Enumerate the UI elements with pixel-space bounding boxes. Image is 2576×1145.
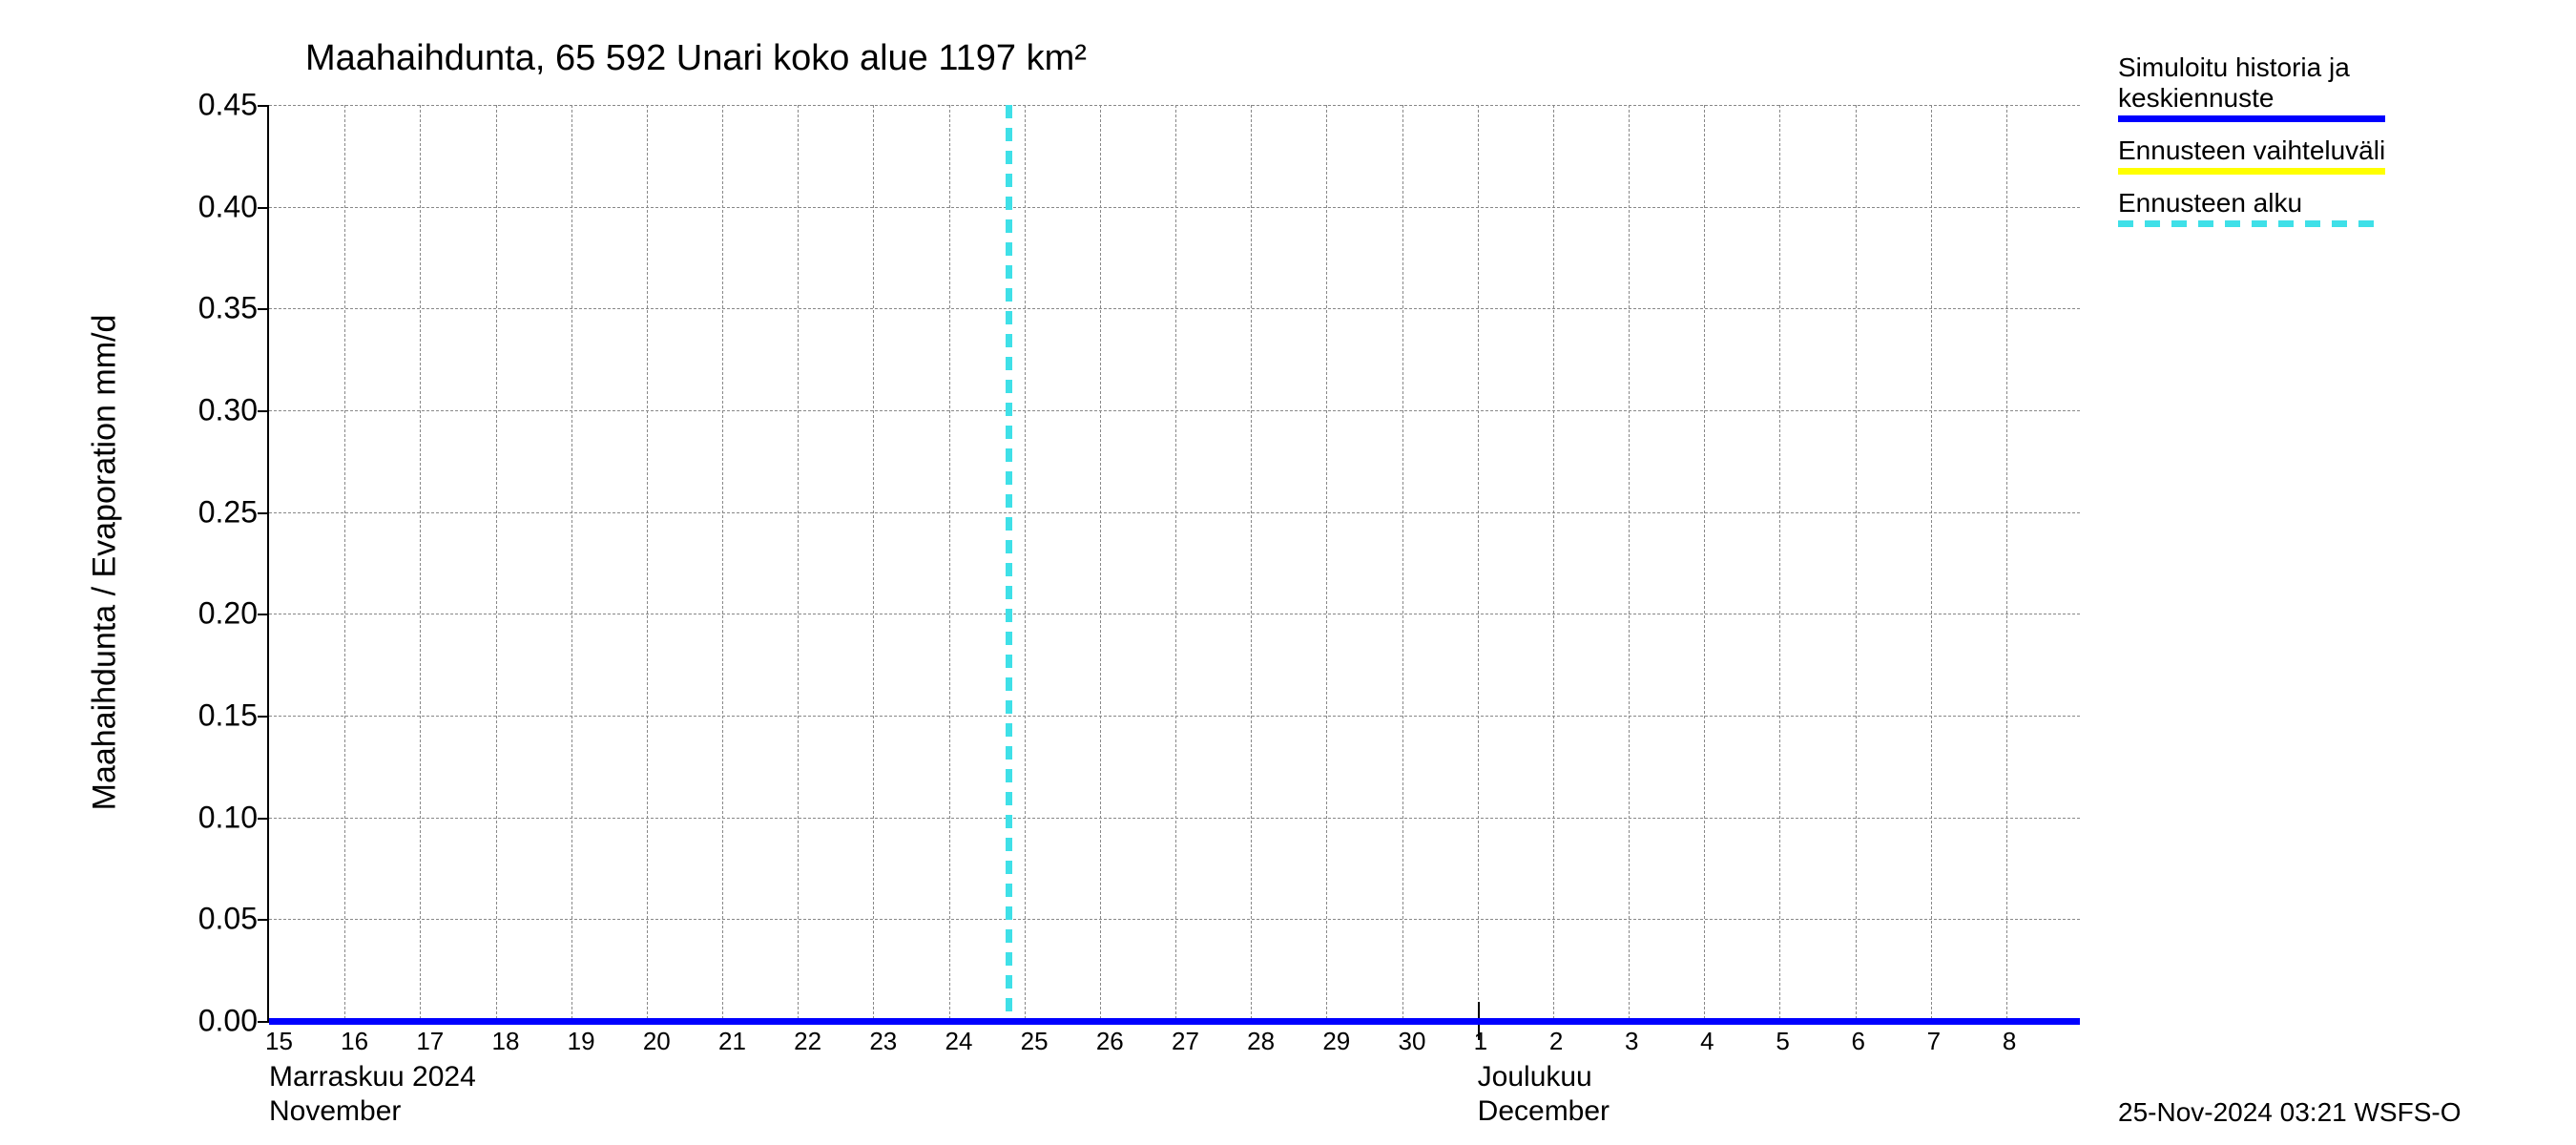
legend-swatch [2118,115,2385,122]
x-tick-label: 5 [1776,1027,1789,1056]
grid-line-vertical [1175,105,1176,1019]
y-tick [258,105,269,107]
grid-line-horizontal [269,105,2080,106]
grid-line-vertical [1779,105,1780,1019]
grid-line-horizontal [269,818,2080,819]
x-tick-label: 19 [568,1027,595,1056]
x-tick-label: 23 [869,1027,897,1056]
grid-line-horizontal [269,716,2080,717]
y-tick [258,207,269,209]
grid-line-vertical [1931,105,1932,1019]
footer-timestamp: 25-Nov-2024 03:21 WSFS-O [2118,1097,2462,1128]
y-tick-label: 0.10 [198,800,258,835]
grid-line-horizontal [269,410,2080,411]
y-tick-label: 0.25 [198,494,258,530]
x-month-label-fi: Joulukuu [1478,1061,1592,1093]
grid-line-vertical [647,105,648,1019]
y-tick [258,818,269,820]
x-tick-label: 30 [1399,1027,1426,1056]
grid-line-vertical [571,105,572,1019]
x-tick-label: 24 [945,1027,973,1056]
x-tick-label: 1 [1474,1027,1487,1056]
x-tick-label: 25 [1021,1027,1049,1056]
grid-line-vertical [873,105,874,1019]
grid-line-vertical [344,105,345,1019]
y-tick-label: 0.40 [198,189,258,224]
x-month-label-en: November [269,1095,401,1128]
grid-line-vertical [2006,105,2007,1019]
grid-line-vertical [1251,105,1252,1019]
x-tick-label: 27 [1172,1027,1199,1056]
grid-line-vertical [1100,105,1101,1019]
grid-line-vertical [496,105,497,1019]
y-tick [258,716,269,718]
x-tick-label: 6 [1852,1027,1865,1056]
grid-line-vertical [1553,105,1554,1019]
grid-line-vertical [1025,105,1026,1019]
y-tick-label: 0.05 [198,902,258,937]
legend: Simuloitu historia jakeskiennuste Ennuste… [2118,52,2385,240]
y-tick-label: 0.35 [198,291,258,326]
legend-label: Ennusteen alku [2118,188,2385,219]
legend-label: Ennusteen vaihteluväli [2118,135,2385,166]
grid-line-horizontal [269,512,2080,513]
grid-line-vertical [798,105,799,1019]
y-tick-label: 0.20 [198,596,258,632]
legend-swatch [2118,220,2385,227]
x-tick-label: 15 [265,1027,293,1056]
legend-item: Ennusteen alku [2118,188,2385,227]
legend-item: Simuloitu historia jakeskiennuste [2118,52,2385,122]
x-tick-label: 4 [1700,1027,1714,1056]
forecast-start-line [1006,105,1012,1019]
x-month-label-en: December [1478,1095,1610,1128]
y-tick [258,919,269,921]
x-month-label-fi: Marraskuu 2024 [269,1061,476,1093]
grid-line-vertical [420,105,421,1019]
x-tick-label: 21 [718,1027,746,1056]
x-tick-label: 3 [1625,1027,1638,1056]
y-tick [258,614,269,615]
y-axis-label: Maahaihdunta / Evaporation mm/d [87,277,124,849]
x-tick-label: 18 [492,1027,520,1056]
x-tick-label: 7 [1927,1027,1941,1056]
grid-line-vertical [1704,105,1705,1019]
x-tick-label: 26 [1096,1027,1124,1056]
legend-item: Ennusteen vaihteluväli [2118,135,2385,175]
y-tick-label: 0.15 [198,698,258,734]
plot-area: 0.000.050.100.150.200.250.300.350.400.45… [267,105,2080,1021]
y-tick [258,512,269,514]
x-tick-label: 16 [341,1027,368,1056]
x-tick-label: 22 [794,1027,821,1056]
y-tick [258,308,269,310]
y-tick-label: 0.45 [198,88,258,123]
grid-line-vertical [949,105,950,1019]
y-tick [258,1021,269,1023]
grid-line-horizontal [269,308,2080,309]
x-tick-label: 2 [1549,1027,1563,1056]
legend-label: Simuloitu historia ja [2118,52,2385,83]
chart-title: Maahaihdunta, 65 592 Unari koko alue 119… [305,38,1087,79]
x-tick-label: 20 [643,1027,671,1056]
x-tick-label: 8 [2003,1027,2016,1056]
grid-line-vertical [1856,105,1857,1019]
grid-line-vertical [1629,105,1630,1019]
y-tick-label: 0.30 [198,393,258,428]
grid-line-vertical [1478,105,1479,1019]
grid-line-vertical [722,105,723,1019]
y-tick [258,410,269,412]
grid-line-horizontal [269,207,2080,208]
legend-swatch [2118,168,2385,175]
x-tick-label: 29 [1322,1027,1350,1056]
x-tick-label: 17 [416,1027,444,1056]
chart-container: Maahaihdunta, 65 592 Unari koko alue 119… [0,0,2576,1145]
legend-label: keskiennuste [2118,83,2385,114]
grid-line-vertical [1402,105,1403,1019]
x-tick-label: 28 [1247,1027,1275,1056]
y-tick-label: 0.00 [198,1004,258,1039]
grid-line-vertical [1326,105,1327,1019]
series-simulated-line [269,1018,2080,1025]
grid-line-horizontal [269,919,2080,920]
